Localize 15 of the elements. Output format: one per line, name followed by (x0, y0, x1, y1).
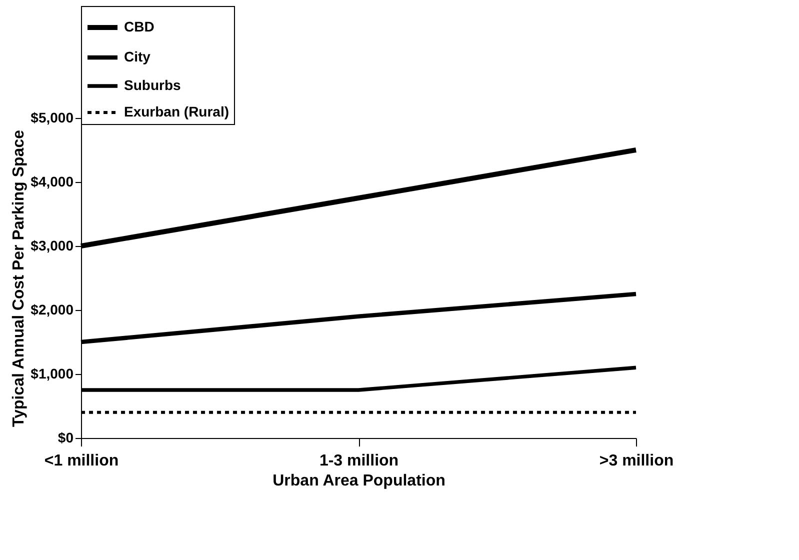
y-tick-label: $3,000 (30, 238, 74, 254)
x-axis-title: Urban Area Population (272, 472, 446, 490)
legend-label: Suburbs (124, 77, 181, 93)
y-tick-label: $5,000 (30, 110, 74, 126)
y-axis-title: Typical Annual Cost Per Parking Space (10, 130, 28, 427)
legend-label: CBD (124, 18, 154, 34)
y-tick-label: $2,000 (30, 302, 74, 318)
x-tick-label: >3 million (599, 452, 674, 470)
legend-label: Exurban (Rural) (124, 104, 230, 120)
legend-label: City (124, 48, 151, 64)
y-tick-label: $4,000 (30, 174, 74, 190)
y-tick-label: $1,000 (30, 366, 74, 382)
y-tick-label: $0 (58, 430, 74, 446)
x-tick-label: 1-3 million (319, 452, 399, 470)
x-tick-label: <1 million (44, 452, 119, 470)
